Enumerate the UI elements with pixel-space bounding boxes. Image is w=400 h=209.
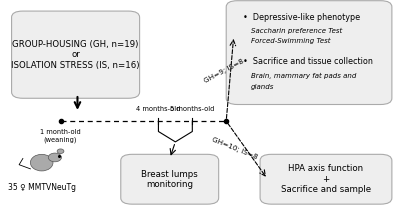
Ellipse shape — [48, 153, 62, 162]
Text: glands: glands — [251, 84, 274, 90]
Text: GH=9; IS=8: GH=9; IS=8 — [204, 58, 245, 84]
Text: HPA axis function
+
Sacrifice and sample: HPA axis function + Sacrifice and sample — [281, 164, 371, 194]
FancyBboxPatch shape — [12, 11, 140, 98]
Text: Saccharin preference Test: Saccharin preference Test — [251, 28, 342, 34]
FancyBboxPatch shape — [260, 154, 392, 204]
Text: GROUP-HOUSING (GH, n=19)
or
ISOLATION STRESS (IS, n=16): GROUP-HOUSING (GH, n=19) or ISOLATION ST… — [11, 40, 140, 70]
FancyBboxPatch shape — [121, 154, 219, 204]
Text: 1 month-old
(weaning): 1 month-old (weaning) — [40, 129, 81, 143]
Text: GH=10; IS=8: GH=10; IS=8 — [211, 136, 258, 160]
Text: 35 ♀ MMTVNeuTg: 35 ♀ MMTVNeuTg — [8, 183, 76, 192]
Text: Breast lumps
monitoring: Breast lumps monitoring — [141, 169, 198, 189]
FancyBboxPatch shape — [226, 1, 392, 104]
Text: Brain, mammary fat pads and: Brain, mammary fat pads and — [251, 73, 356, 79]
Text: 5 months-old: 5 months-old — [170, 106, 214, 112]
Text: Forced-Swimming Test: Forced-Swimming Test — [251, 38, 330, 44]
Text: 4 months-old: 4 months-old — [136, 106, 181, 112]
Ellipse shape — [57, 149, 64, 153]
Ellipse shape — [30, 154, 53, 171]
Text: •  Depressive-like phenotype: • Depressive-like phenotype — [243, 13, 360, 22]
Text: •  Sacrifice and tissue collection: • Sacrifice and tissue collection — [243, 57, 373, 66]
